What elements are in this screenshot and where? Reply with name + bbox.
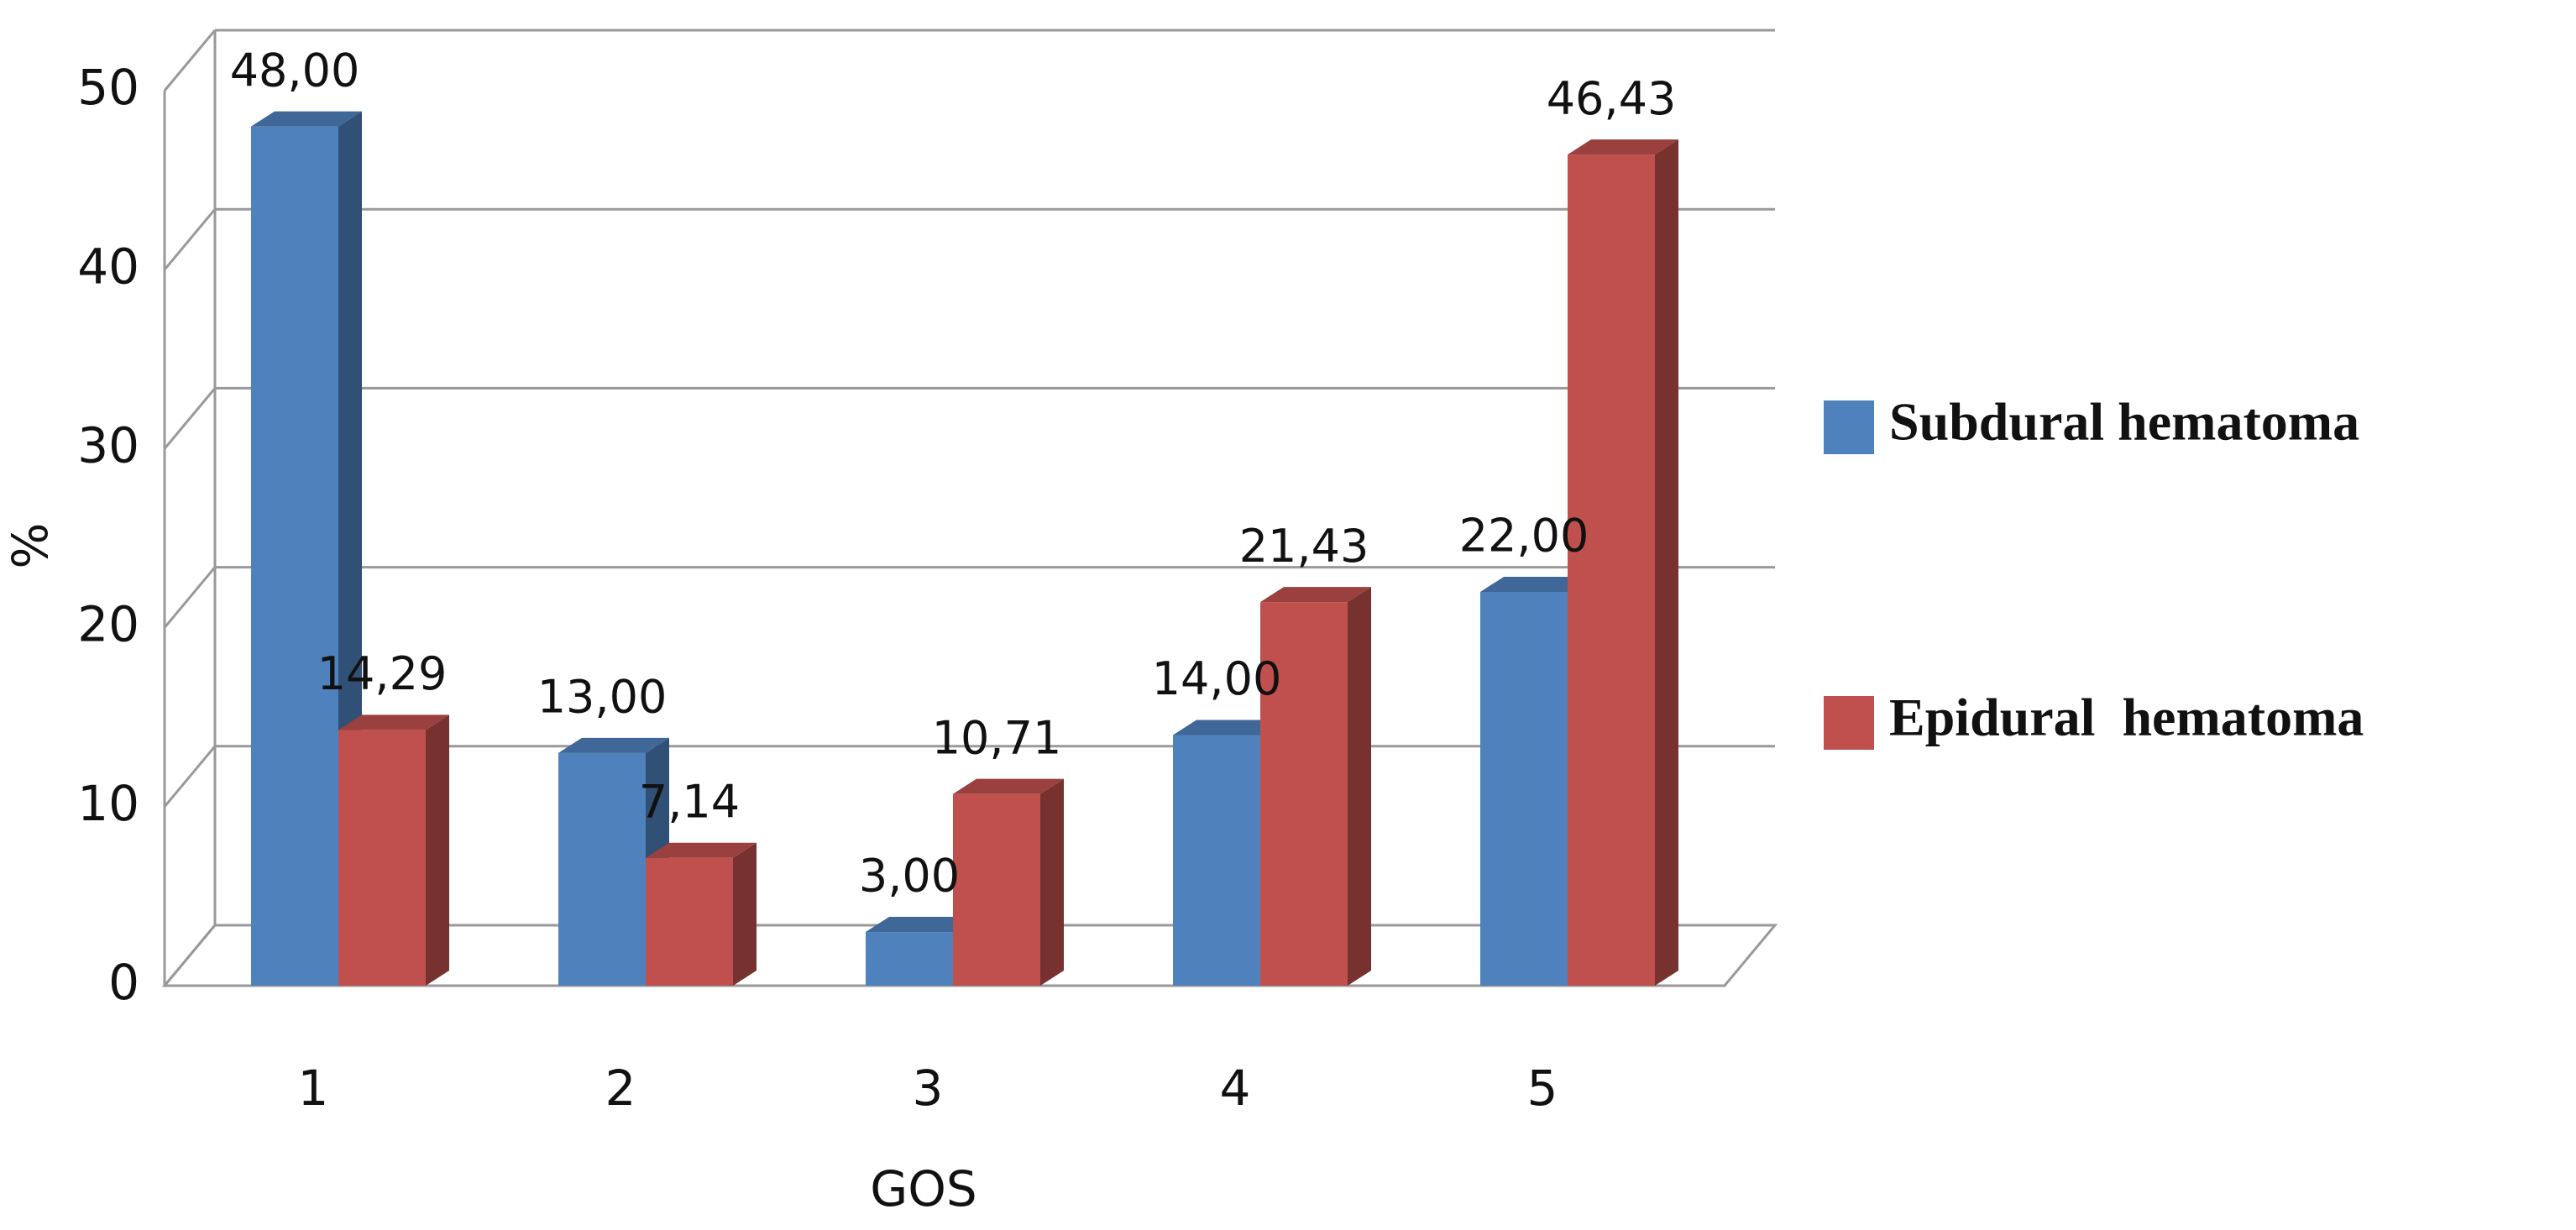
bar-side — [733, 842, 757, 986]
data-label: 22,00 — [1459, 510, 1589, 563]
grid-line-side — [163, 745, 217, 808]
y-tick-label: 40 — [77, 238, 139, 295]
bar-top — [251, 111, 362, 127]
bar-side — [1348, 587, 1371, 986]
bar — [338, 730, 426, 986]
x-axis-label: GOS — [870, 1160, 976, 1217]
bar — [953, 793, 1040, 986]
data-label: 10,71 — [932, 711, 1062, 764]
x-tick-label: 4 — [1220, 1060, 1251, 1117]
bar — [1260, 602, 1348, 986]
grid-line-side — [163, 29, 217, 92]
data-label: 3,00 — [859, 850, 960, 903]
data-label: 48,00 — [230, 44, 360, 97]
x-tick-label: 2 — [605, 1060, 636, 1117]
data-label: 46,43 — [1547, 72, 1677, 125]
grid-line-side — [163, 387, 217, 450]
bar-side — [426, 714, 449, 986]
grid-line-side — [163, 566, 217, 629]
x-tick-label: 5 — [1527, 1060, 1558, 1117]
bar-top — [338, 714, 449, 730]
y-tick-label: 10 — [77, 775, 139, 832]
y-axis-label: % — [2, 522, 59, 568]
legend-label: Subdural hematoma — [1889, 392, 2359, 452]
data-label: 21,43 — [1239, 520, 1369, 573]
bar — [558, 752, 646, 986]
bar-top — [1173, 720, 1284, 735]
x-tick-label: 1 — [298, 1060, 329, 1117]
bar — [1568, 154, 1655, 986]
bar-side — [1655, 139, 1678, 986]
bar-side — [1040, 778, 1064, 986]
bar-top — [646, 842, 757, 858]
data-label: 14,29 — [317, 647, 448, 700]
bar-top — [558, 737, 669, 753]
y-tick-label: 0 — [108, 954, 139, 1011]
bar — [646, 857, 733, 986]
data-label: 7,14 — [639, 775, 740, 828]
y-tick-label: 20 — [77, 596, 139, 653]
data-label: 13,00 — [537, 670, 668, 723]
bar-top — [953, 778, 1064, 794]
legend-label: Epidural hematoma — [1889, 688, 2364, 747]
bar-top — [1480, 576, 1591, 592]
grid-line-side — [163, 924, 217, 987]
y-tick-label: 30 — [77, 417, 139, 474]
bar — [1480, 591, 1568, 986]
bar-top — [866, 917, 976, 933]
bar-top — [1568, 139, 1678, 155]
x-tick-label: 3 — [913, 1060, 944, 1117]
bar — [251, 126, 338, 986]
bar — [1173, 735, 1260, 986]
bar-top — [1260, 587, 1371, 603]
legend-swatch — [1824, 400, 1874, 454]
grid-line-side — [163, 208, 217, 271]
bar — [866, 932, 953, 986]
y-tick-label: 50 — [77, 59, 139, 116]
legend-swatch — [1824, 696, 1874, 750]
data-label: 14,00 — [1152, 652, 1282, 705]
